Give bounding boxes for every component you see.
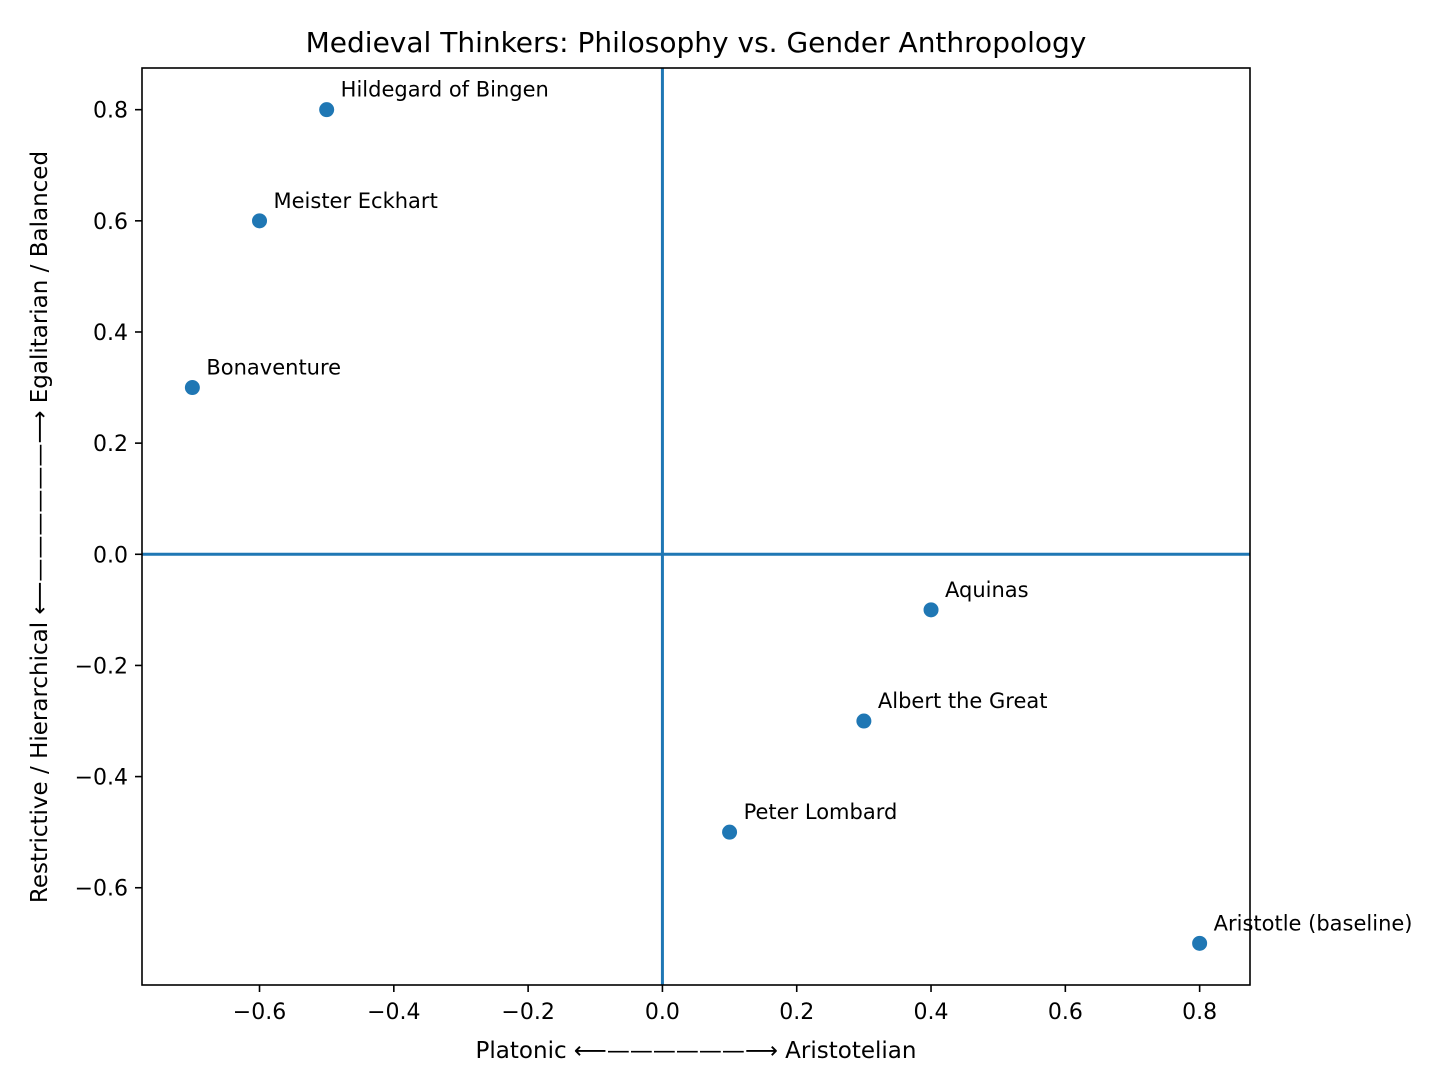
x-tick-label: 0.2 bbox=[779, 1000, 814, 1025]
data-point bbox=[923, 602, 939, 618]
x-tick-label: 0.0 bbox=[645, 1000, 680, 1025]
point-labels: Hildegard of Bingen Meister Eckhart Bonave… bbox=[206, 78, 1412, 936]
x-axis-label: Platonic ⟵——————⟶ Aristotelian bbox=[476, 1038, 917, 1064]
data-label: Aquinas bbox=[945, 578, 1029, 602]
data-point bbox=[184, 380, 200, 396]
x-tick-label: −0.2 bbox=[501, 1000, 554, 1025]
data-label: Aristotle (baseline) bbox=[1214, 911, 1413, 935]
data-point bbox=[722, 824, 738, 840]
x-axis-ticks: −0.6 −0.4 −0.2 0.0 0.2 0.4 0.6 0.8 bbox=[233, 985, 1217, 1025]
data-label: Peter Lombard bbox=[744, 800, 898, 824]
data-point bbox=[856, 713, 872, 729]
data-point bbox=[1192, 935, 1208, 951]
data-point bbox=[319, 102, 335, 118]
chart-title: Medieval Thinkers: Philosophy vs. Gender… bbox=[306, 26, 1087, 59]
reference-lines bbox=[142, 68, 1250, 985]
y-axis-label: Restrictive / Hierarchical ⟵——————⟶ Egal… bbox=[27, 151, 53, 903]
x-tick-label: 0.6 bbox=[1048, 1000, 1083, 1025]
plot-frame bbox=[141, 67, 1251, 986]
y-tick-label: −0.6 bbox=[75, 877, 128, 902]
y-tick-label: 0.8 bbox=[93, 99, 128, 124]
y-tick-label: 0.6 bbox=[93, 210, 128, 235]
data-label: Hildegard of Bingen bbox=[341, 78, 549, 102]
data-label: Albert the Great bbox=[878, 689, 1048, 713]
y-tick-label: −0.2 bbox=[75, 654, 128, 679]
x-tick-label: −0.6 bbox=[233, 1000, 286, 1025]
x-tick-label: 0.4 bbox=[914, 1000, 949, 1025]
data-label: Bonaventure bbox=[206, 356, 341, 380]
data-label: Meister Eckhart bbox=[274, 189, 438, 213]
y-tick-label: 0.0 bbox=[93, 543, 128, 568]
y-tick-label: −0.4 bbox=[75, 766, 128, 791]
x-tick-label: −0.4 bbox=[367, 1000, 420, 1025]
data-point bbox=[252, 213, 268, 229]
y-tick-label: 0.2 bbox=[93, 432, 128, 457]
y-tick-label: 0.4 bbox=[93, 321, 128, 346]
x-tick-label: 0.8 bbox=[1182, 1000, 1217, 1025]
data-points bbox=[184, 102, 1208, 951]
y-axis-ticks: −0.6 −0.4 −0.2 0.0 0.2 0.4 0.6 0.8 bbox=[75, 99, 142, 902]
